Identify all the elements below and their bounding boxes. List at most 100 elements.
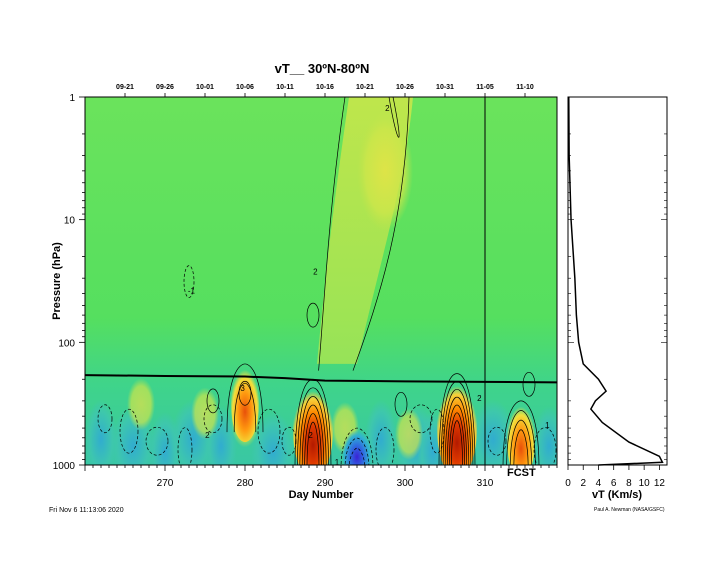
contour-line [438,373,476,465]
contour-line-dashed [145,426,169,456]
heatmap-frame [84,96,558,466]
contour-label: 2 [385,104,390,113]
contour-label: 3 [240,384,245,393]
profile-frame [567,96,668,466]
contour-line-dashed [183,265,195,298]
contour-line-dashed [203,404,223,434]
contour-labels: 2 2 -1 3 2 1 2 2 1 [188,104,550,467]
tropopause-line [85,374,557,384]
contour-line [446,404,468,465]
contour-line-dashed [487,426,507,456]
contour-line-dashed [340,427,374,465]
contour-label: -1 [188,287,196,296]
contour-label: 2 [313,268,318,277]
contour-line [306,421,320,465]
x-tick-label: 290 [317,478,334,489]
contour-line-dashed [533,427,557,465]
contour-line [318,97,346,371]
profile-x-tick-label: 8 [626,478,632,489]
date-tick-label: 10-16 [316,84,334,91]
contour-line [502,400,540,465]
profile-x-tick-label: 4 [596,478,602,489]
cyan-region [365,399,397,465]
contour-line-dashed [409,404,433,434]
x-axis: 270 280 290 300 310 [84,465,558,489]
contour-line [442,388,472,465]
date-tick-label: 09-26 [156,84,174,91]
contour-line [233,382,257,433]
cyan-region [471,399,515,465]
x-tick-label: 280 [237,478,254,489]
contour-line [206,388,220,414]
yellow-region [395,408,423,461]
contour-label: 1 [335,458,340,467]
positive-core-region [507,402,535,465]
contour-line-dashed [119,408,139,454]
contour-label: 2 [308,431,313,440]
contour-line-dashed [344,437,370,465]
date-tick-label: 10-11 [276,84,294,91]
contour-label: 1 [545,421,550,430]
chart-title: vT__ 30ºN-80ºN [275,61,370,76]
profile-x-tick-label: 2 [580,478,586,489]
yellow-region [127,378,155,431]
plume-upper-region [357,110,413,231]
negative-core-region [343,430,371,465]
profile-x-label: vT (Km/s) [592,489,642,501]
contour-line [226,363,264,433]
contour-line [444,396,470,465]
profile-panel: 0 2 4 6 8 10 12 [565,96,668,489]
positive-core-region [231,365,259,443]
y-tick-label: 1000 [53,461,76,472]
credit: Paul A. Newman (NASA/GSFC) [594,507,665,513]
contour-line [394,391,408,417]
contour-lines [97,97,557,465]
contour-line [304,413,322,465]
contour-line [306,302,320,328]
contour-line-dashed [257,408,281,454]
date-tick-label: 10-06 [236,84,254,91]
contour-line [506,410,536,465]
timestamp: Fri Nov 6 11:13:06 2020 [49,507,124,514]
y-tick-label: 100 [58,338,75,349]
y-tick-label: 1 [69,93,75,104]
date-tick-label: 10-26 [396,84,414,91]
cyan-region [251,411,295,465]
contour-line-dashed [429,408,445,454]
y-axis-label: Pressure (hPa) [51,242,63,320]
contour-line-dashed [348,447,366,465]
cyan-region [533,406,557,465]
profile-line [568,96,664,466]
contour-line [513,429,529,465]
date-tick-label: 10-31 [436,84,454,91]
y-tick-label: 10 [64,216,76,227]
contour-line-dashed [97,404,113,434]
profile-x-tick-label: 10 [639,478,651,489]
contour-line [297,387,329,465]
contour-line [451,420,463,465]
x-tick-label: 300 [397,478,414,489]
contour-line [301,404,325,465]
contour-line-dashed [177,427,193,465]
contour-line [299,396,327,465]
x-tick-label: 310 [477,478,494,489]
date-tick-label: 10-21 [356,84,374,91]
profile-x-axis: 0 2 4 6 8 10 12 [565,96,667,489]
contour-line [352,97,410,371]
x-axis-label: Day Number [289,489,355,501]
contour-line [522,371,536,397]
profile-x-tick-label: 12 [654,478,666,489]
contour-line [238,380,252,406]
date-tick-label: 09-21 [116,84,134,91]
date-tick-label: 11-10 [516,84,534,91]
cyan-region [85,399,117,465]
contour-line [448,412,466,465]
heatmap-blobs [85,97,557,465]
profile-x-tick-label: 6 [611,478,617,489]
date-tick-label: 11-05 [476,84,494,91]
contour-line [509,419,533,465]
heatmap-panel: 2 2 -1 3 2 1 2 2 1 [84,96,558,467]
contour-label: 2 [205,431,210,440]
forecast-label: FCST [507,467,536,479]
